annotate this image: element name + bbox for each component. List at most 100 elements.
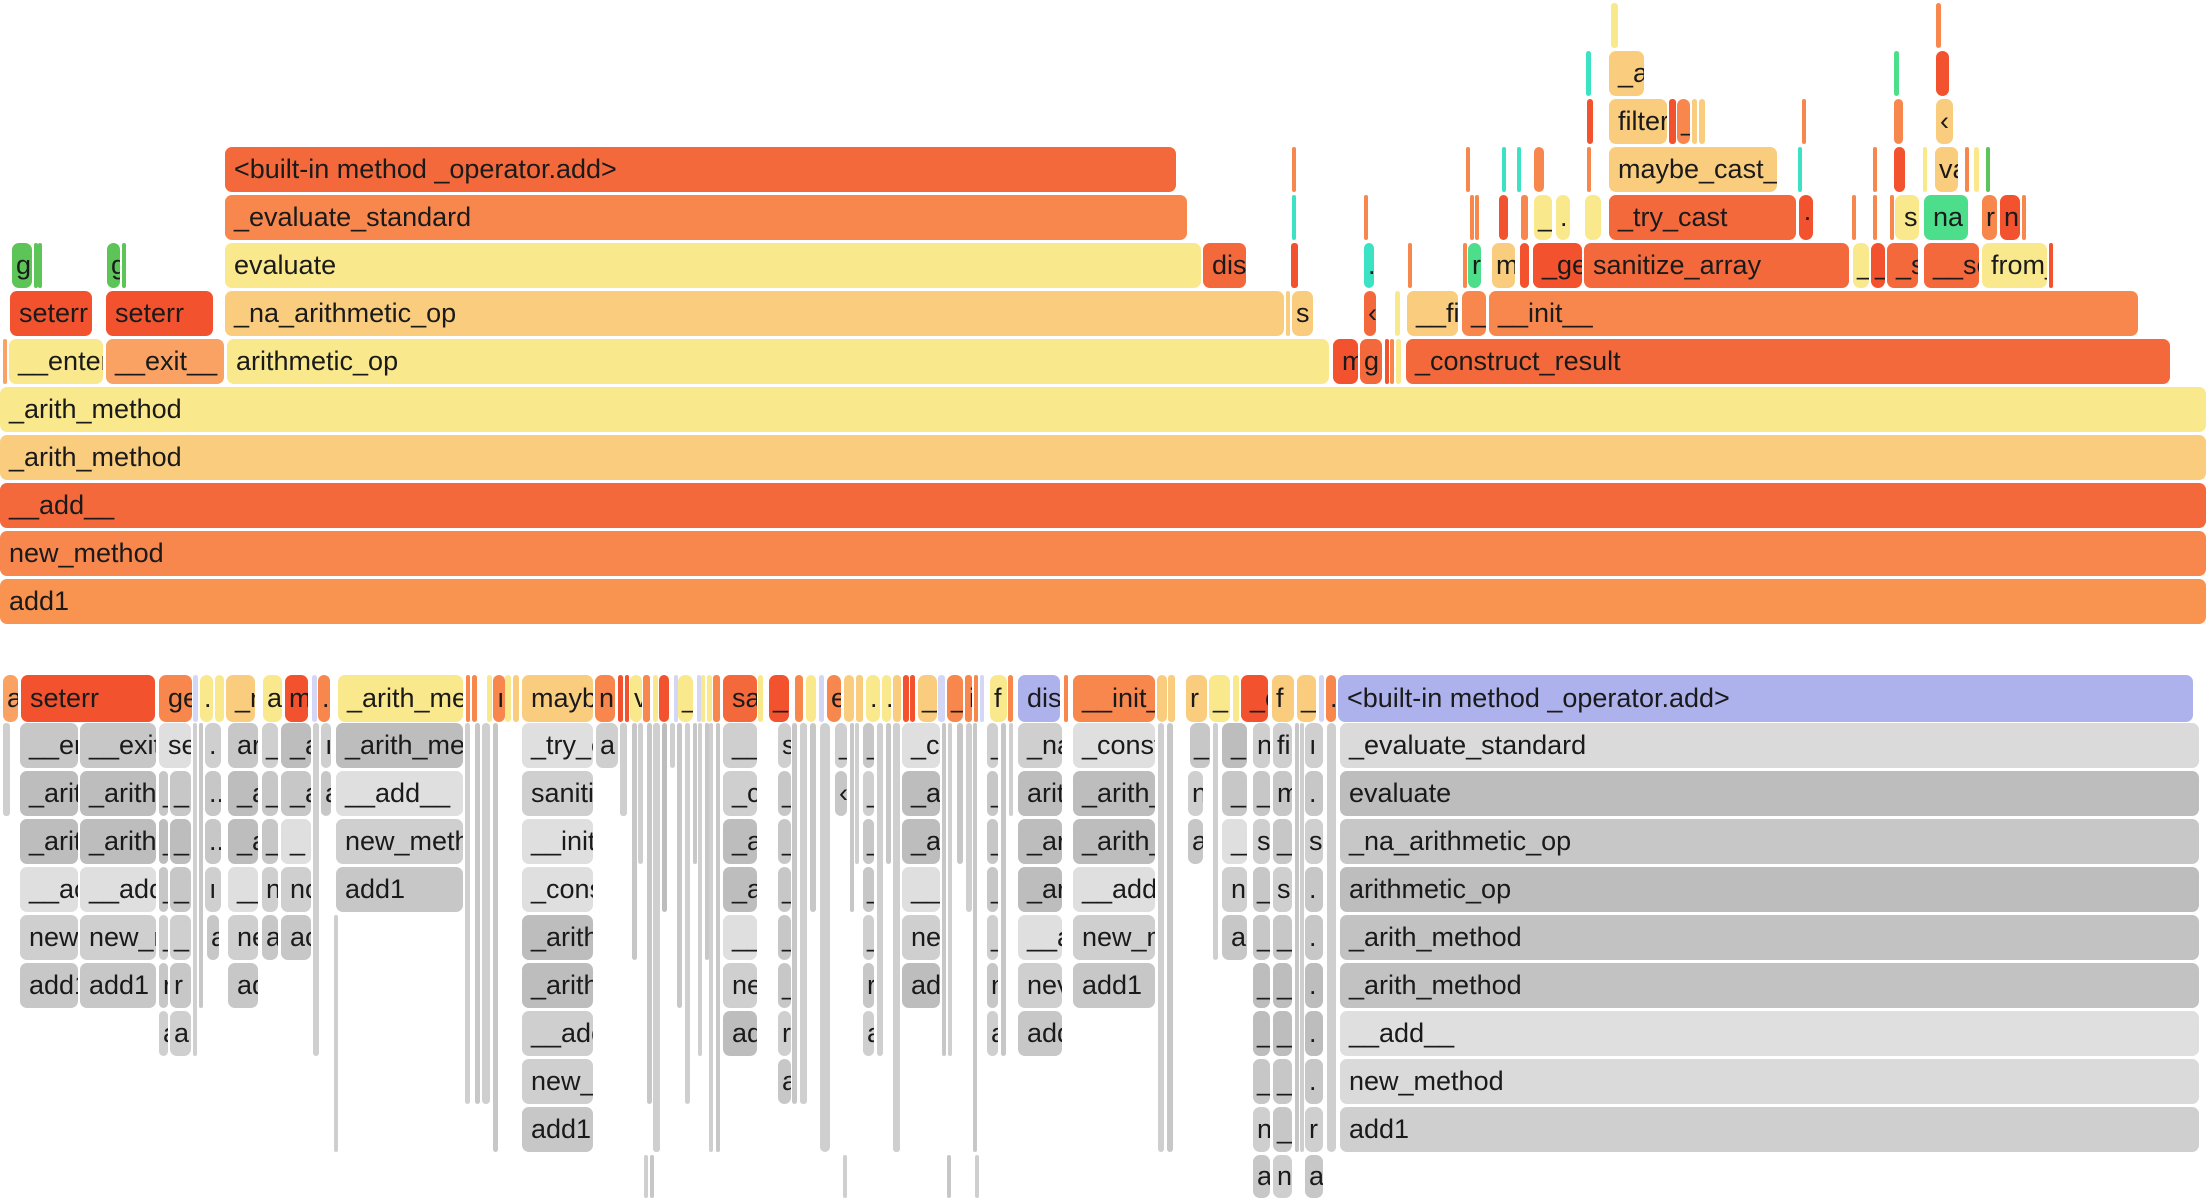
frame-ge[interactable]: _ge (1533, 243, 1582, 288)
frame-s[interactable]: _s (1887, 243, 1918, 288)
frame-filter[interactable]: filter (1609, 99, 1667, 144)
frame-sliver[interactable] (1408, 243, 1412, 288)
frame-sliver[interactable] (1587, 147, 1591, 192)
frame-a[interactable]: _a (281, 771, 311, 816)
frame-n[interactable]: n (262, 867, 278, 912)
frame-sliver[interactable] (1470, 195, 1474, 240)
frame-sliver[interactable] (487, 675, 492, 722)
frame-sliver[interactable] (313, 723, 319, 1056)
frame-r[interactable]: r (170, 963, 191, 1008)
frame-sliver[interactable]: ‹ (835, 771, 847, 816)
frame-sliver[interactable] (3, 723, 10, 816)
frame-sliver[interactable]: . (1305, 915, 1323, 960)
frame-sliver[interactable]: _ (1677, 99, 1690, 144)
frame-add1[interactable]: add1 (0, 579, 2206, 624)
frame-sliver[interactable] (1233, 675, 1239, 722)
frame-sliver[interactable] (647, 723, 652, 1104)
frame-init[interactable]: __init_ (1073, 675, 1155, 722)
frame-sliver[interactable] (38, 243, 42, 288)
frame-sliver[interactable]: ‹ (1936, 99, 1953, 144)
frame-a[interactable]: a (1305, 1155, 1323, 1198)
frame-sliver[interactable] (674, 675, 678, 722)
frame-sliver[interactable]: _ (863, 915, 874, 960)
frame-a[interactable]: a (321, 771, 331, 816)
frame-sliver[interactable]: _ (170, 915, 191, 960)
frame-sliver[interactable] (1327, 723, 1336, 1152)
frame-sliver[interactable] (1364, 195, 1368, 240)
frame-sliver[interactable] (800, 723, 807, 1104)
frame-sliver[interactable]: _ (987, 771, 998, 816)
frame-sliver[interactable] (850, 723, 854, 912)
frame-g[interactable]: g (12, 243, 32, 288)
frame-sliver[interactable] (193, 675, 198, 722)
frame-add[interactable]: __add__ (336, 771, 463, 816)
frame-a[interactable]: _a (723, 819, 757, 864)
frame-na-arithmetic-op[interactable]: _na_arithmetic_op (225, 291, 1284, 336)
frame-m[interactable]: m (285, 675, 308, 722)
frame-sliver[interactable]: _ (1273, 1059, 1292, 1104)
frame-sliver[interactable] (1213, 723, 1218, 960)
frame-sliver[interactable]: _ (1190, 723, 1210, 768)
frame-built-in-method-operator-add[interactable]: <built-in method _operator.add> (225, 147, 1176, 192)
frame-sliver[interactable] (806, 675, 816, 722)
frame-sliver[interactable] (693, 723, 697, 864)
frame-sliver[interactable] (877, 723, 883, 1056)
frame-sliver[interactable] (199, 723, 203, 1008)
frame-ad[interactable]: ad (228, 963, 258, 1008)
frame-sliver[interactable] (1699, 99, 1705, 144)
frame-sliver[interactable] (1517, 147, 1521, 192)
frame-new-r[interactable]: new_r (522, 1059, 593, 1104)
frame-sliver[interactable]: . (1305, 771, 1323, 816)
frame-sliver[interactable]: __ (723, 723, 757, 768)
frame-na[interactable]: _na (1018, 723, 1062, 768)
frame-sliver[interactable] (1890, 195, 1894, 240)
frame-sliver[interactable]: ‹ (1364, 291, 1376, 336)
frame-disp[interactable]: disp (1018, 675, 1060, 722)
frame-arith[interactable]: _arith (522, 915, 593, 960)
frame-sliver[interactable]: _ (1253, 915, 1270, 960)
frame-sliver[interactable]: _ (778, 915, 791, 960)
frame-sliver[interactable]: _ (262, 723, 278, 768)
frame-sliver[interactable]: . (1305, 963, 1323, 1008)
frame-a[interactable]: a (170, 1011, 191, 1056)
frame-sliver[interactable] (685, 723, 690, 1104)
frame-add1[interactable]: add1 (1073, 963, 1155, 1008)
frame-a[interactable]: _a (1222, 723, 1247, 768)
frame-nev[interactable]: nev (902, 915, 940, 960)
frame-sliver[interactable]: _ (987, 867, 998, 912)
frame-sliver[interactable]: .. (205, 771, 221, 816)
frame-new[interactable]: new_ (20, 915, 78, 960)
frame-m[interactable]: m (1492, 243, 1515, 288)
frame-sliver[interactable] (1873, 195, 1877, 240)
frame-sliver[interactable] (1587, 99, 1593, 144)
frame-sliver[interactable]: _ (159, 819, 168, 864)
frame-sliver[interactable]: __ (1222, 819, 1247, 864)
frame-a[interactable]: a (778, 1059, 791, 1104)
frame-f[interactable]: __f (918, 675, 937, 722)
frame-try-cast[interactable]: _try_cast (1609, 195, 1796, 240)
frame-sliver[interactable] (1798, 147, 1802, 192)
frame-sliver[interactable]: _ (1273, 1011, 1292, 1056)
frame-sliver[interactable] (472, 675, 477, 722)
frame-sliver[interactable] (1286, 291, 1290, 336)
frame-ar[interactable]: _ar (902, 771, 940, 816)
frame-sliver[interactable] (1521, 195, 1528, 240)
frame-arith-method[interactable]: _arith_method (1340, 915, 2199, 960)
frame-na-arithmetic-op[interactable]: _na_arithmetic_op (1340, 819, 2199, 864)
frame-try-c[interactable]: _try_c (522, 723, 593, 768)
frame-init[interactable]: __init__ (1489, 291, 2138, 336)
frame-g[interactable]: g (1360, 339, 1382, 384)
frame-add[interactable]: add (902, 963, 940, 1008)
frame-sliver[interactable]: . (1305, 1011, 1323, 1056)
frame-a[interactable]: _a (1253, 771, 1270, 816)
frame-ar[interactable]: _ar (1018, 867, 1062, 912)
frame-sliver[interactable] (947, 1155, 951, 1198)
frame-ad[interactable]: ad (723, 1011, 757, 1056)
frame-fi[interactable]: __fi (1407, 291, 1458, 336)
frame-sliver[interactable]: _ (1853, 243, 1869, 288)
frame-sliver[interactable]: __ (228, 867, 258, 912)
frame-sliver[interactable] (1395, 291, 1400, 336)
frame-init[interactable]: __init (522, 819, 593, 864)
frame-sliver[interactable]: _ (987, 915, 998, 960)
frame-arith-method[interactable]: _arith_method (0, 435, 2206, 480)
